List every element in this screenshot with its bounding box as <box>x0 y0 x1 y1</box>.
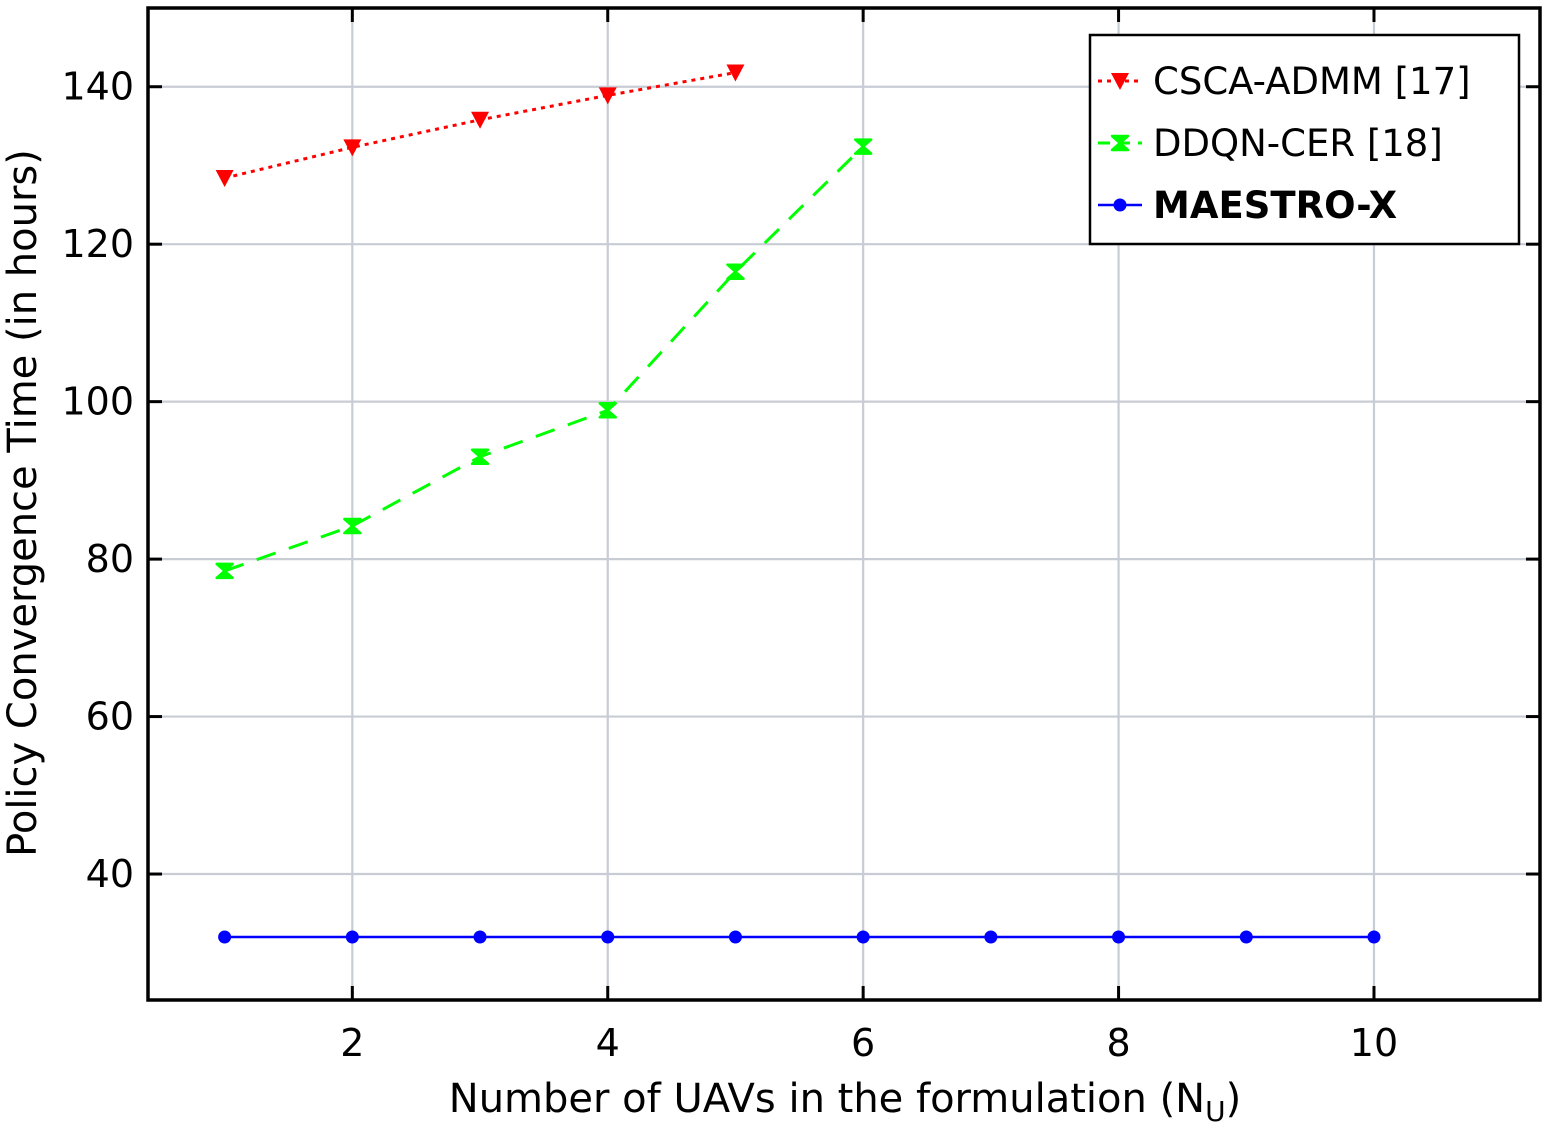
data-point-maestro-x <box>984 930 998 944</box>
data-point-csca-admm-17 <box>598 87 617 105</box>
y-tick-label: 60 <box>86 695 134 739</box>
x-axis-label-close: ) <box>1226 1076 1242 1122</box>
series-ddqn-cer-18 <box>215 138 873 580</box>
data-point-csca-admm-17 <box>343 139 362 157</box>
data-point-csca-admm-17 <box>471 111 490 129</box>
data-point-maestro-x <box>1239 930 1253 944</box>
x-axis-label-subscript: U <box>1205 1095 1226 1128</box>
data-point-maestro-x <box>218 930 232 944</box>
data-point-maestro-x <box>728 930 742 944</box>
x-tick-label: 2 <box>340 1021 364 1065</box>
legend-label: MAESTRO-X <box>1153 184 1397 227</box>
legend-label: CSCA-ADMM [17] <box>1153 60 1471 103</box>
data-point-maestro-x <box>856 930 870 944</box>
series-layer <box>215 64 1381 944</box>
legend: CSCA-ADMM [17] DDQN-CER [18] MAESTRO-X <box>1088 33 1521 246</box>
data-point-csca-admm-17 <box>726 64 745 82</box>
series-line-ddqn-cer-18 <box>224 145 865 573</box>
data-point-maestro-x <box>345 930 359 944</box>
legend-entries: CSCA-ADMM [17] DDQN-CER [18] MAESTRO-X <box>1098 60 1471 227</box>
x-axis-label: Number of UAVs in the formulation (NU) <box>449 1076 1241 1128</box>
data-point-maestro-x <box>1367 930 1381 944</box>
legend-box <box>1088 33 1521 246</box>
y-tick-label: 40 <box>86 852 134 896</box>
y-tick-label: 120 <box>61 222 134 266</box>
legend-marker <box>1111 73 1129 90</box>
data-point-ddqn-cer-18 <box>598 402 617 419</box>
y-tick-label: 140 <box>61 65 134 109</box>
plot-frame <box>146 6 1542 1002</box>
y-axis-label: Policy Convergence Time (in hours) <box>0 149 46 857</box>
legend-item-ddqn-cer-18: DDQN-CER [18] <box>1098 122 1443 165</box>
data-point-ddqn-cer-18 <box>726 263 745 280</box>
data-point-maestro-x <box>473 930 487 944</box>
x-tick-label: 6 <box>851 1021 875 1065</box>
legend-item-maestro-x: MAESTRO-X <box>1098 184 1397 227</box>
y-tick-label: 80 <box>86 537 134 581</box>
data-point-ddqn-cer-18 <box>853 138 873 155</box>
x-tick-label: 8 <box>1106 1021 1130 1065</box>
x-tick-label: 4 <box>596 1021 620 1065</box>
x-axis-label-main: Number of UAVs in the formulation (N <box>449 1076 1205 1122</box>
data-point-csca-admm-17 <box>215 170 234 188</box>
tick-labels: 2 4 6 8 10 40 60 80 100 120 140 <box>61 65 1398 1065</box>
legend-marker <box>1110 134 1130 152</box>
series-maestro-x <box>218 930 1381 944</box>
series-csca-admm-17 <box>215 64 745 188</box>
legend-label: DDQN-CER [18] <box>1153 122 1443 165</box>
x-tick-label: 10 <box>1350 1021 1398 1065</box>
axis-ticks <box>148 8 1540 1000</box>
legend-marker <box>1113 198 1127 212</box>
y-tick-label: 100 <box>61 380 134 424</box>
data-point-maestro-x <box>601 930 615 944</box>
data-point-ddqn-cer-18 <box>343 517 362 535</box>
data-point-ddqn-cer-18 <box>215 562 234 580</box>
legend-item-csca-admm-17: CSCA-ADMM [17] <box>1098 60 1471 103</box>
data-point-ddqn-cer-18 <box>470 448 490 466</box>
data-point-maestro-x <box>1112 930 1126 944</box>
